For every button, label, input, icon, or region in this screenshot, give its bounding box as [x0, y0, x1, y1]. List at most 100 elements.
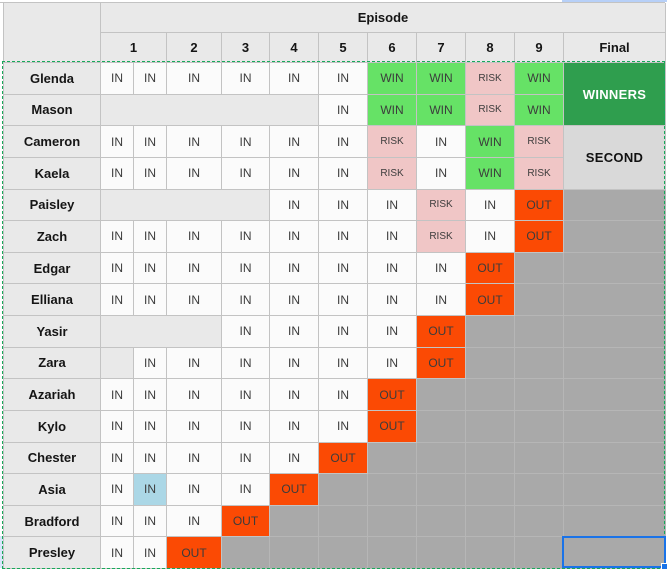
- cell-elliana-7[interactable]: IN: [417, 284, 466, 316]
- cell-elliana-0[interactable]: IN: [101, 284, 134, 316]
- cell-zara-6[interactable]: IN: [368, 347, 417, 380]
- row-name-elliana[interactable]: Elliana: [4, 284, 101, 316]
- cell-asia-2[interactable]: IN: [167, 474, 222, 506]
- cell-asia-8[interactable]: [466, 474, 515, 506]
- cell-mason-0[interactable]: [101, 94, 319, 127]
- row-name-asia[interactable]: Asia: [4, 474, 101, 506]
- cell-kaela-1[interactable]: IN: [134, 157, 167, 190]
- header-episode-6[interactable]: 6: [368, 33, 417, 63]
- cell-presley-0[interactable]: IN: [101, 537, 134, 569]
- cell-elliana-5[interactable]: IN: [319, 284, 368, 316]
- cell-presley-8[interactable]: [466, 537, 515, 569]
- cell-mason-1[interactable]: IN: [319, 94, 368, 127]
- cell-bradford-8[interactable]: [466, 505, 515, 538]
- row-name-yasir[interactable]: Yasir: [4, 316, 101, 348]
- cell-glenda-7[interactable]: WIN: [417, 63, 466, 95]
- cell-edgar-6[interactable]: IN: [368, 252, 417, 285]
- cell-cameron-2[interactable]: IN: [167, 126, 222, 158]
- cell-chester-6[interactable]: [368, 442, 417, 475]
- cell-yasir-7[interactable]: [515, 316, 564, 348]
- cell-zach-2[interactable]: IN: [167, 221, 222, 253]
- cell-asia-0[interactable]: IN: [101, 474, 134, 506]
- cell-glenda-9[interactable]: WIN: [515, 63, 564, 95]
- cell-zach-4[interactable]: IN: [270, 221, 319, 253]
- cell-glenda-4[interactable]: IN: [270, 63, 319, 95]
- final-elliana[interactable]: [564, 284, 666, 316]
- row-name-edgar[interactable]: Edgar: [4, 252, 101, 285]
- cell-edgar-3[interactable]: IN: [222, 252, 270, 285]
- row-name-presley[interactable]: Presley: [4, 537, 101, 569]
- cell-azariah-5[interactable]: IN: [319, 379, 368, 411]
- cell-edgar-9[interactable]: [515, 252, 564, 285]
- row-name-paisley[interactable]: Paisley: [4, 189, 101, 222]
- final-paisley[interactable]: [564, 189, 666, 222]
- header-final[interactable]: Final: [564, 33, 666, 63]
- cell-asia-6[interactable]: [368, 474, 417, 506]
- final-bradford[interactable]: [564, 505, 666, 538]
- cell-kaela-4[interactable]: IN: [270, 157, 319, 190]
- cell-yasir-4[interactable]: IN: [368, 316, 417, 348]
- final-edgar[interactable]: [564, 252, 666, 285]
- cell-presley-7[interactable]: [417, 537, 466, 569]
- cell-asia-9[interactable]: [515, 474, 564, 506]
- cell-zach-6[interactable]: IN: [368, 221, 417, 253]
- cell-zara-5[interactable]: IN: [319, 347, 368, 380]
- final-glenda[interactable]: WINNERS: [564, 63, 666, 127]
- cell-kylo-3[interactable]: IN: [222, 410, 270, 443]
- cell-zara-0[interactable]: [101, 347, 134, 380]
- cell-kylo-4[interactable]: IN: [270, 410, 319, 443]
- cell-yasir-3[interactable]: IN: [319, 316, 368, 348]
- cell-chester-0[interactable]: IN: [101, 442, 134, 475]
- cell-chester-7[interactable]: [417, 442, 466, 475]
- cell-yasir-1[interactable]: IN: [222, 316, 270, 348]
- row-name-zach[interactable]: Zach: [4, 221, 101, 253]
- final-kylo[interactable]: [564, 410, 666, 443]
- cell-presley-1[interactable]: IN: [134, 537, 167, 569]
- cell-kylo-8[interactable]: [466, 410, 515, 443]
- cell-kaela-8[interactable]: WIN: [466, 157, 515, 190]
- cell-chester-9[interactable]: [515, 442, 564, 475]
- corner-header-cell[interactable]: [4, 3, 101, 63]
- row-name-azariah[interactable]: Azariah: [4, 379, 101, 411]
- row-name-zara[interactable]: Zara: [4, 347, 101, 380]
- header-episode-2[interactable]: 2: [167, 33, 222, 63]
- cell-yasir-6[interactable]: [466, 316, 515, 348]
- cell-edgar-2[interactable]: IN: [167, 252, 222, 285]
- cell-asia-4[interactable]: OUT: [270, 474, 319, 506]
- cell-kaela-6[interactable]: RISK: [368, 157, 417, 190]
- final-zara[interactable]: [564, 347, 666, 380]
- cell-cameron-5[interactable]: IN: [319, 126, 368, 158]
- cell-paisley-2[interactable]: IN: [319, 189, 368, 222]
- cell-chester-1[interactable]: IN: [134, 442, 167, 475]
- header-episode-3[interactable]: 3: [222, 33, 270, 63]
- cell-kaela-5[interactable]: IN: [319, 157, 368, 190]
- row-name-glenda[interactable]: Glenda: [4, 63, 101, 95]
- cell-kaela-7[interactable]: IN: [417, 157, 466, 190]
- cell-zach-1[interactable]: IN: [134, 221, 167, 253]
- cell-mason-2[interactable]: WIN: [368, 94, 417, 127]
- cell-zara-3[interactable]: IN: [222, 347, 270, 380]
- header-episode-5[interactable]: 5: [319, 33, 368, 63]
- header-episode-1[interactable]: 1: [101, 33, 167, 63]
- cell-elliana-4[interactable]: IN: [270, 284, 319, 316]
- fill-handle[interactable]: [661, 563, 667, 570]
- cell-kylo-5[interactable]: IN: [319, 410, 368, 443]
- cell-zach-0[interactable]: IN: [101, 221, 134, 253]
- cell-bradford-7[interactable]: [417, 505, 466, 538]
- row-name-mason[interactable]: Mason: [4, 94, 101, 127]
- cell-asia-3[interactable]: IN: [222, 474, 270, 506]
- cell-azariah-8[interactable]: [466, 379, 515, 411]
- cell-presley-2[interactable]: OUT: [167, 537, 222, 569]
- cell-cameron-3[interactable]: IN: [222, 126, 270, 158]
- cell-mason-5[interactable]: WIN: [515, 94, 564, 127]
- cell-azariah-3[interactable]: IN: [222, 379, 270, 411]
- header-episode-8[interactable]: 8: [466, 33, 515, 63]
- cell-glenda-5[interactable]: IN: [319, 63, 368, 95]
- cell-presley-5[interactable]: [319, 537, 368, 569]
- cell-azariah-4[interactable]: IN: [270, 379, 319, 411]
- cell-kylo-7[interactable]: [417, 410, 466, 443]
- cell-yasir-0[interactable]: [101, 316, 222, 348]
- cell-bradford-5[interactable]: [319, 505, 368, 538]
- cell-edgar-4[interactable]: IN: [270, 252, 319, 285]
- cell-kaela-0[interactable]: IN: [101, 157, 134, 190]
